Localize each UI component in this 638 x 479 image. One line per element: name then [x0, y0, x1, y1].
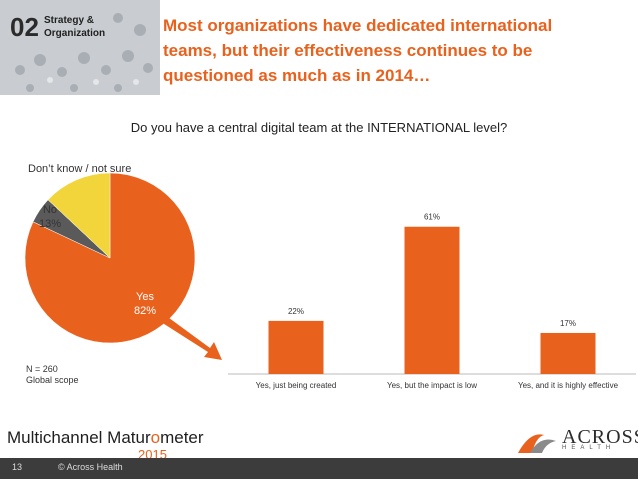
footer-bar [0, 458, 638, 479]
section-number: 02 [10, 12, 39, 42]
bar-2 [404, 226, 460, 374]
logo-subtitle: HEALTH [562, 445, 616, 451]
across-health-logo-icon [518, 434, 556, 453]
page-title-line2: teams, but their effectiveness continues… [163, 41, 533, 60]
chart-question: Do you have a central digital team at th… [130, 120, 508, 135]
bar-1 [268, 320, 324, 374]
brand-text-right: meter [160, 428, 204, 447]
sample-size: N = 260 [26, 364, 58, 374]
bar-category-label: Yes, just being created [256, 381, 337, 390]
brand-text-left: Multichannel Matur [7, 428, 151, 447]
section-label-line1: Strategy & [44, 15, 95, 26]
pie-slice-no [47, 172, 111, 259]
pie-label-don-t-know-not-sure: Don’t know / not sure [28, 163, 131, 175]
pie-slice-yes [24, 172, 196, 344]
brand-o-icon: o [150, 428, 161, 447]
connector-arrow-icon [161, 315, 222, 360]
section-label: Strategy & Organization [44, 14, 105, 40]
pie-value-no: 13% [39, 218, 61, 230]
section-banner: 02 Strategy & Organization [0, 0, 160, 95]
page-title-line1: Most organizations have dedicated intern… [163, 16, 553, 35]
page-number: 13 [12, 462, 23, 472]
bar-value-label: 22% [288, 307, 304, 316]
logo-name: ACROSS [562, 426, 638, 448]
sample-scope: Global scope [26, 375, 79, 385]
copyright: © Across Health [58, 462, 123, 472]
page-title: Most organizations have dedicated intern… [163, 13, 633, 88]
brand-wordmark: Multichannel Maturometer [7, 428, 204, 448]
pie-label-yes: Yes [136, 291, 154, 303]
pie-label-no: No [43, 204, 57, 216]
people-pattern-graphic [15, 13, 153, 92]
bar-3 [540, 332, 596, 374]
sample-note: N = 260 Global scope [26, 364, 79, 386]
pie-value-yes: 82% [134, 305, 156, 317]
bar-value-label: 61% [424, 213, 440, 222]
page-title-line3: questioned as much as in 2014… [163, 66, 431, 85]
bar-chart: 22% Yes, just being created 61% Yes, but th… [228, 213, 636, 390]
bar-category-label: Yes, but the impact is low [387, 381, 477, 390]
bar-value-label: 17% [560, 319, 576, 328]
section-label-line2: Organization [44, 28, 106, 39]
bar-category-label: Yes, and it is highly effective [518, 381, 619, 390]
